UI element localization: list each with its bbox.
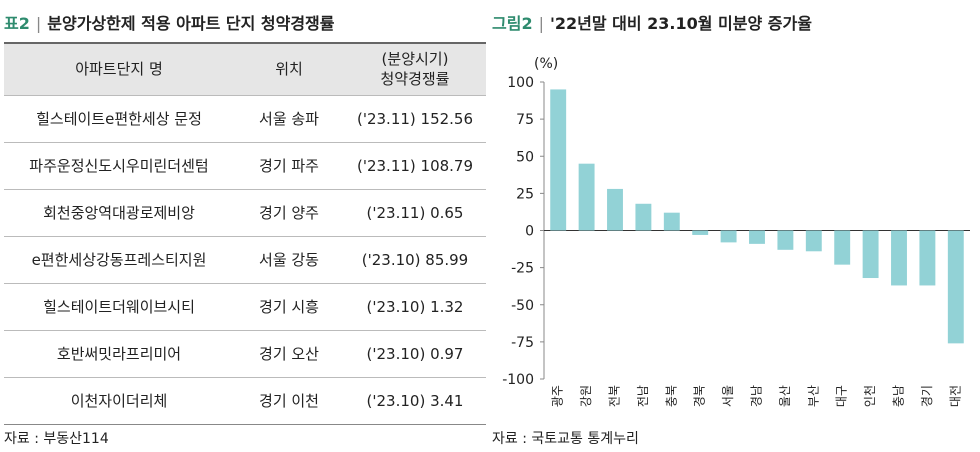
cell-location: 경기 오산: [234, 329, 344, 377]
subscription-rate-table: 아파트단지 명 위치 (분양시기) 청약경쟁률 힐스테이트e편한세상 문정 서울 …: [4, 42, 486, 425]
y-tick-label: -75: [511, 335, 534, 351]
y-tick-label: 50: [516, 149, 534, 165]
bar-서울: [720, 230, 737, 243]
cell-apartment-name: 이천자이더리체: [4, 376, 234, 425]
y-axis-label: (%): [534, 56, 558, 72]
y-tick-label: 75: [516, 112, 534, 128]
chart-title: 그림2 | '22년말 대비 23.10월 미분양 증가율: [492, 10, 812, 34]
x-tick-label: 경북: [693, 385, 707, 407]
unsold-growth-bar-chart: (%)100 75 50 25 0 -25 -50 -75 -100 광주 강원 전북 전남 충북 경북 서울…: [502, 56, 970, 407]
table-row: 파주운정신도시우미린더센텀 경기 파주 ('23.11) 108.79: [4, 141, 486, 189]
header-rate-line1: (분양시기): [381, 50, 449, 69]
x-tick-label: 대전: [948, 385, 962, 407]
table-title-text: 분양가상한제 적용 아파트 단지 청약경쟁률: [47, 14, 335, 33]
x-tick-label: 전남: [636, 385, 650, 407]
bar-대구: [834, 230, 851, 265]
table-row: 힐스테이트더웨이브시티 경기 시흥 ('23.10) 1.32: [4, 282, 486, 330]
table-row: e편한세상강동프레스티지원 서울 강동 ('23.10) 85.99: [4, 235, 486, 283]
header-location: 위치: [275, 60, 303, 79]
cell-apartment-name: e편한세상강동프레스티지원: [4, 235, 234, 283]
table-title: 표2 | 분양가상한제 적용 아파트 단지 청약경쟁률: [4, 10, 335, 34]
y-tick-label: 100: [507, 75, 534, 91]
cell-rate: ('23.10) 85.99: [344, 235, 486, 283]
cell-location: 경기 시흥: [234, 282, 344, 330]
bar-충남: [891, 230, 907, 286]
title-separator: |: [35, 14, 42, 33]
cell-apartment-name: 호반써밋라프리미어: [4, 329, 234, 377]
bar-울산: [777, 230, 794, 250]
cell-location: 경기 파주: [234, 141, 344, 189]
cell-location: 경기 이천: [234, 376, 344, 425]
header-rate: (분양시기) 청약경쟁률: [344, 43, 486, 95]
bar-전남: [635, 203, 652, 231]
cell-rate: ('23.10) 3.41: [344, 376, 486, 425]
bar-전북: [607, 188, 623, 231]
table-source: 자료 : 부동산114: [4, 431, 109, 447]
cell-location: 서울 강동: [234, 235, 344, 283]
table-row: 호반써밋라프리미어 경기 오산 ('23.10) 0.97: [4, 329, 486, 377]
table-row: 회천중앙역대광로제비앙 경기 양주 ('23.11) 0.65: [4, 188, 486, 236]
table-number: 표2: [4, 14, 30, 33]
y-tick-label: -100: [502, 372, 534, 388]
bar-인천: [862, 230, 879, 279]
x-tick-label: 경남: [750, 385, 764, 407]
cell-apartment-name: 회천중앙역대광로제비앙: [4, 188, 234, 236]
table-row: 이천자이더리체 경기 이천 ('23.10) 3.41: [4, 376, 486, 425]
table-header-row: 아파트단지 명 위치 (분양시기) 청약경쟁률: [4, 43, 486, 95]
x-tick-label: 전북: [608, 385, 622, 407]
bar-충북: [663, 212, 680, 231]
bar-경기: [919, 230, 936, 286]
cell-location: 경기 양주: [234, 188, 344, 236]
y-tick-label: -50: [511, 298, 534, 314]
y-tick-label: -25: [511, 261, 534, 277]
subscription-table: 아파트단지 명 위치 (분양시기) 청약경쟁률 힐스테이트e편한세상 문정 서울 …: [4, 42, 486, 425]
header-apartment-name: 아파트단지 명: [75, 60, 163, 79]
bar-대전: [947, 230, 964, 344]
cell-apartment-name: 힐스테이트더웨이브시티: [4, 282, 234, 330]
x-tick-label: 경기: [920, 385, 934, 407]
x-tick-label: 충남: [892, 385, 906, 407]
chart-title-text: '22년말 대비 23.10월 미분양 증가율: [549, 14, 812, 33]
cell-rate: ('23.11) 0.65: [344, 188, 486, 236]
x-tick-label: 인천: [862, 385, 877, 407]
header-rate-line2: 청약경쟁률: [380, 70, 450, 89]
x-tick-label: 광주: [551, 385, 565, 407]
y-tick-label: 25: [516, 186, 534, 202]
x-tick-label: 강원: [579, 385, 593, 407]
bar-광주: [550, 89, 567, 231]
figure-number: 그림2: [492, 14, 533, 33]
y-tick-label: 0: [525, 224, 534, 240]
cell-apartment-name: 힐스테이트e편한세상 문정: [4, 94, 234, 142]
x-tick-label: 대구: [835, 385, 849, 407]
bar-강원: [578, 163, 595, 231]
cell-rate: ('23.11) 152.56: [344, 94, 486, 142]
x-tick-label: 울산: [778, 385, 792, 407]
x-tick-label: 서울: [721, 385, 735, 407]
cell-rate: ('23.11) 108.79: [344, 141, 486, 189]
chart-source: 자료 : 국토교통 통계누리: [492, 431, 639, 447]
cell-rate: ('23.10) 1.32: [344, 282, 486, 330]
x-tick-label: 충북: [664, 385, 678, 407]
bar-경남: [749, 230, 765, 244]
x-tick-label: 부산: [806, 385, 820, 407]
bar-경북: [692, 230, 709, 235]
bar-부산: [805, 230, 822, 252]
title-separator: |: [538, 14, 544, 33]
table-row: 힐스테이트e편한세상 문정 서울 송파 ('23.11) 152.56: [4, 94, 486, 142]
cell-rate: ('23.10) 0.97: [344, 329, 486, 377]
cell-apartment-name: 파주운정신도시우미린더센텀: [4, 141, 234, 189]
cell-location: 서울 송파: [234, 94, 344, 142]
